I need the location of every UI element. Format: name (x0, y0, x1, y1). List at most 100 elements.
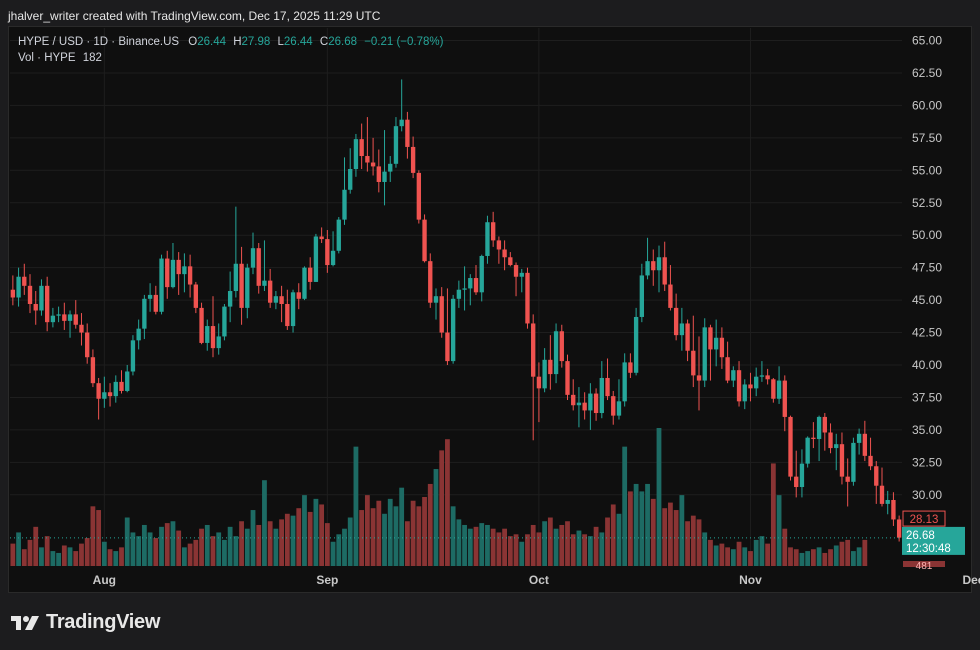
volume-bar (662, 508, 668, 566)
candle-body (290, 292, 296, 327)
volume-bar (10, 543, 16, 566)
candle-body (136, 328, 141, 341)
candle-body (788, 416, 793, 477)
y-tick-label: 37.50 (912, 390, 942, 404)
candle-body (205, 326, 210, 343)
candle-body (525, 272, 530, 324)
volume-bar (39, 547, 44, 566)
volume-last-label: 481 (916, 561, 933, 572)
candle-body (273, 296, 279, 303)
volume-bar (439, 450, 445, 566)
y-tick-label: 65.00 (912, 34, 942, 48)
candle-body (828, 432, 833, 449)
volume-bar (542, 521, 548, 566)
candle-body (365, 156, 370, 163)
volume-bar (67, 547, 73, 566)
volume-bar (599, 532, 605, 566)
volume-bar (719, 543, 725, 566)
candle-body (736, 370, 742, 402)
candle-body (874, 466, 879, 486)
candle-body (222, 306, 227, 337)
candle-body (330, 250, 336, 266)
volume-bar (416, 506, 422, 566)
candle-body (153, 294, 158, 312)
volume-bar (828, 549, 833, 566)
x-tick-label: Sep (316, 573, 338, 587)
volume-bar (810, 549, 816, 566)
volume-bar (833, 545, 839, 566)
candle-body (536, 376, 542, 389)
volume-bar (159, 526, 164, 566)
candle-body (599, 377, 604, 414)
volume-bar (216, 532, 222, 566)
volume-bar (605, 517, 610, 566)
volume-bar (187, 543, 193, 566)
candle-body (370, 162, 376, 167)
volume-bar (582, 534, 588, 566)
volume-bar (479, 523, 485, 566)
candle-body (725, 357, 730, 381)
volume-bar (353, 446, 359, 566)
candle-body (376, 166, 381, 182)
candle-body (227, 291, 233, 307)
candle-body (159, 258, 164, 312)
volume-bar (793, 549, 799, 566)
volume-bar (284, 513, 290, 566)
volume-bar (79, 543, 84, 566)
candle-body (668, 284, 673, 308)
volume-bar (336, 534, 342, 566)
volume-bar (702, 532, 708, 566)
volume-bar (73, 551, 79, 566)
candle-body (113, 381, 118, 397)
volume-bar (759, 536, 765, 566)
volume-bar (267, 521, 273, 566)
candle-body (130, 340, 136, 372)
candle-body (359, 139, 364, 157)
candle-body (782, 380, 787, 417)
candle-body (44, 285, 50, 323)
volume-bar (422, 497, 427, 566)
candle-body (16, 276, 21, 298)
footer-brand[interactable]: TradingView (10, 611, 160, 634)
candle-body (39, 285, 44, 311)
candle-body (845, 476, 850, 482)
candle-body (673, 307, 679, 336)
candle-body (405, 119, 410, 147)
candle-body (885, 499, 890, 504)
chart-panel[interactable] (8, 26, 972, 593)
volume-bar (404, 521, 410, 566)
candle-body (479, 255, 484, 293)
candle-body (811, 437, 816, 439)
volume-bar (433, 469, 439, 566)
candle-body (239, 263, 244, 308)
y-tick-label: 60.00 (912, 98, 942, 112)
candle-body (410, 146, 416, 173)
candle-body (565, 361, 570, 395)
volume-bar (736, 541, 742, 566)
candle-body (679, 323, 685, 336)
y-tick-label: 42.50 (912, 326, 942, 340)
attribution-text: jhalver_writer created with TradingView.… (8, 9, 381, 23)
volume-bar (113, 551, 119, 566)
candle-body (182, 266, 187, 275)
volume-key: Vol · HYPE (18, 52, 76, 64)
volume-bar (730, 549, 736, 566)
candle-body (279, 296, 284, 304)
volume-bar (262, 480, 267, 566)
volume-bar (399, 487, 405, 566)
volume-bar (147, 532, 153, 566)
volume-bar (376, 500, 382, 566)
volume-bar (668, 502, 673, 566)
candle-body (868, 455, 873, 467)
volume-bar (130, 532, 136, 566)
volume-bar (616, 513, 622, 566)
candle-body (576, 402, 582, 406)
volume-bar (256, 524, 262, 566)
low-key: L (277, 36, 284, 48)
volume-bar (765, 543, 771, 566)
volume-bar (485, 524, 490, 566)
candle-body (651, 261, 656, 271)
candle-body (656, 257, 662, 271)
candle-body (428, 261, 433, 303)
